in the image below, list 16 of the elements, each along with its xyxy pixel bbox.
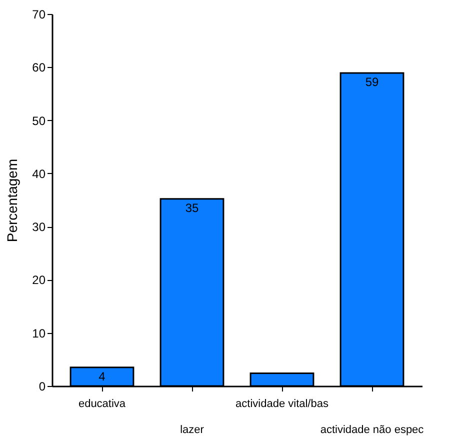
data-label: 59 [365,74,379,89]
y-tick-label: 20 [32,273,46,288]
data-label: 35 [185,200,199,215]
y-tick-label: 30 [32,220,46,234]
y-tick-label: 60 [32,60,46,75]
y-tick-label: 0 [38,380,46,394]
y-tick-label: 10 [32,326,46,340]
y-tick-label: 50 [32,114,46,128]
y-tick-label: 70 [32,8,46,22]
y-axis-title: Percentagem [4,158,20,242]
x-tick-label: actividade vital/bas [236,398,329,410]
x-tick-label: educativa [78,398,126,410]
x-tick-label: lazer [180,424,204,436]
x-tick-label: actividade não espec [320,424,424,436]
data-label: 4 [98,369,106,384]
y-tick-label: 40 [32,166,46,181]
